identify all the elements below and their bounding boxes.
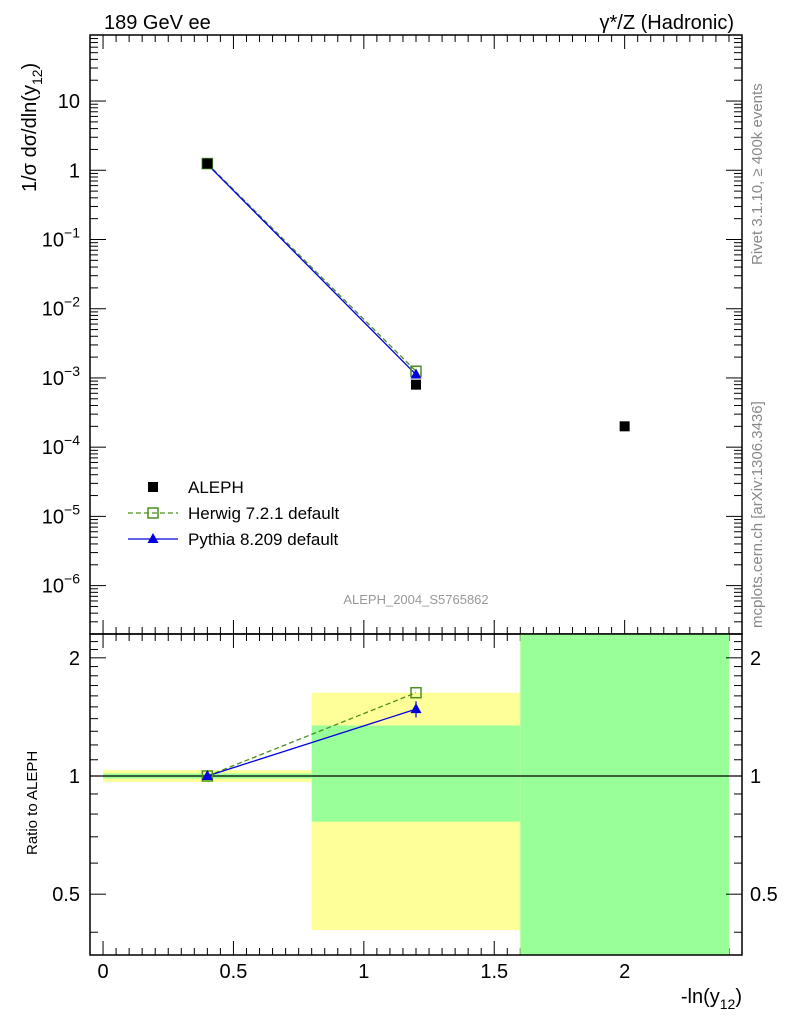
main-y-tick-label: 10−1 (42, 225, 80, 252)
pythia-point (410, 368, 422, 379)
legend-marker-data (148, 482, 158, 492)
ratio-y-tick-label-right: 1 (750, 766, 761, 788)
legend-label-data: ALEPH (188, 478, 244, 497)
tick-exponent: −2 (64, 294, 80, 310)
rivet-label: Rivet 3.1.10, ≥ 400k events (749, 83, 766, 265)
data-point (202, 158, 213, 169)
herwig-line (206, 163, 417, 372)
tick-base: 10 (42, 299, 64, 321)
tick-base: 10 (42, 437, 64, 459)
main-y-tick-label: 10−3 (42, 363, 80, 390)
herwig-ratio-point (410, 686, 422, 699)
chart-header-right: γ*/Z (Hadronic) (600, 12, 734, 34)
main-y-axis-label: 1/σ dσ/dln(y12) (19, 63, 45, 192)
x-tick-label: 1.5 (480, 961, 508, 983)
mcplots-label: mcplots.cern.ch [arXiv:1306.3436] (749, 401, 766, 628)
herwig-ratio-line (207, 692, 417, 777)
x-tick-label: 1 (358, 961, 369, 983)
tick-exponent: −3 (64, 363, 80, 379)
main-y-tick-label: 10 (58, 91, 80, 113)
ratio-y-tick-label-right: 2 (750, 648, 761, 670)
x-tick-label: 2 (619, 961, 630, 983)
main-y-tick-label: 10−4 (42, 432, 80, 459)
tick-exponent: −6 (64, 571, 80, 587)
ratio-band-stat (311, 725, 521, 822)
pythia-ratio-point (201, 770, 213, 781)
tick-base: 10 (42, 506, 64, 528)
main-y-tick-label: 1 (69, 160, 80, 182)
legend-marker-pythia (147, 533, 159, 543)
ratio-y-axis-label: Ratio to ALEPH (24, 751, 41, 855)
ratio-band-stat (520, 634, 729, 955)
main-y-tick-label: 10−2 (42, 294, 80, 321)
ratio-y-tick-label-right: 0.5 (750, 884, 778, 906)
data-point (411, 379, 421, 390)
pythia-ratio-line (207, 708, 417, 777)
main-y-tick-label: 10−6 (42, 571, 80, 598)
ratio-frame (89, 633, 743, 956)
tick-base: 10 (42, 368, 64, 390)
tick-exponent: −5 (64, 501, 80, 517)
x-axis-label: -ln(y12) (681, 986, 742, 1012)
ratio-y-tick-label-left: 2 (69, 648, 80, 670)
main-y-tick-label: 10−5 (42, 501, 80, 528)
ratio-y-tick-label-left: 1 (69, 766, 80, 788)
x-tick-label: 0 (97, 961, 108, 983)
tick-base: 10 (42, 576, 64, 598)
x-tick-label: 0.5 (220, 961, 248, 983)
legend-label-herwig: Herwig 7.2.1 default (188, 504, 339, 523)
ratio-panel: 0 0.5 1 1.5 2 0.5 0.5 1 1 2 2 (52, 633, 778, 983)
tick-base: 10 (42, 230, 64, 252)
data-point (619, 421, 630, 432)
pythia-line (206, 163, 417, 375)
tick-exponent: −1 (64, 225, 80, 241)
legend-marker-herwig (147, 507, 159, 519)
tick-exponent: −4 (64, 432, 80, 448)
legend-label-pythia: Pythia 8.209 default (188, 530, 339, 549)
analysis-watermark: ALEPH_2004_S5765862 (343, 592, 488, 607)
pythia-ratio-point (410, 703, 422, 714)
ratio-y-tick-label-left: 0.5 (52, 884, 80, 906)
chart-header-left: 189 GeV ee (104, 12, 211, 34)
legend: ALEPH Herwig 7.2.1 default Pythia 8.209 de… (128, 478, 339, 549)
